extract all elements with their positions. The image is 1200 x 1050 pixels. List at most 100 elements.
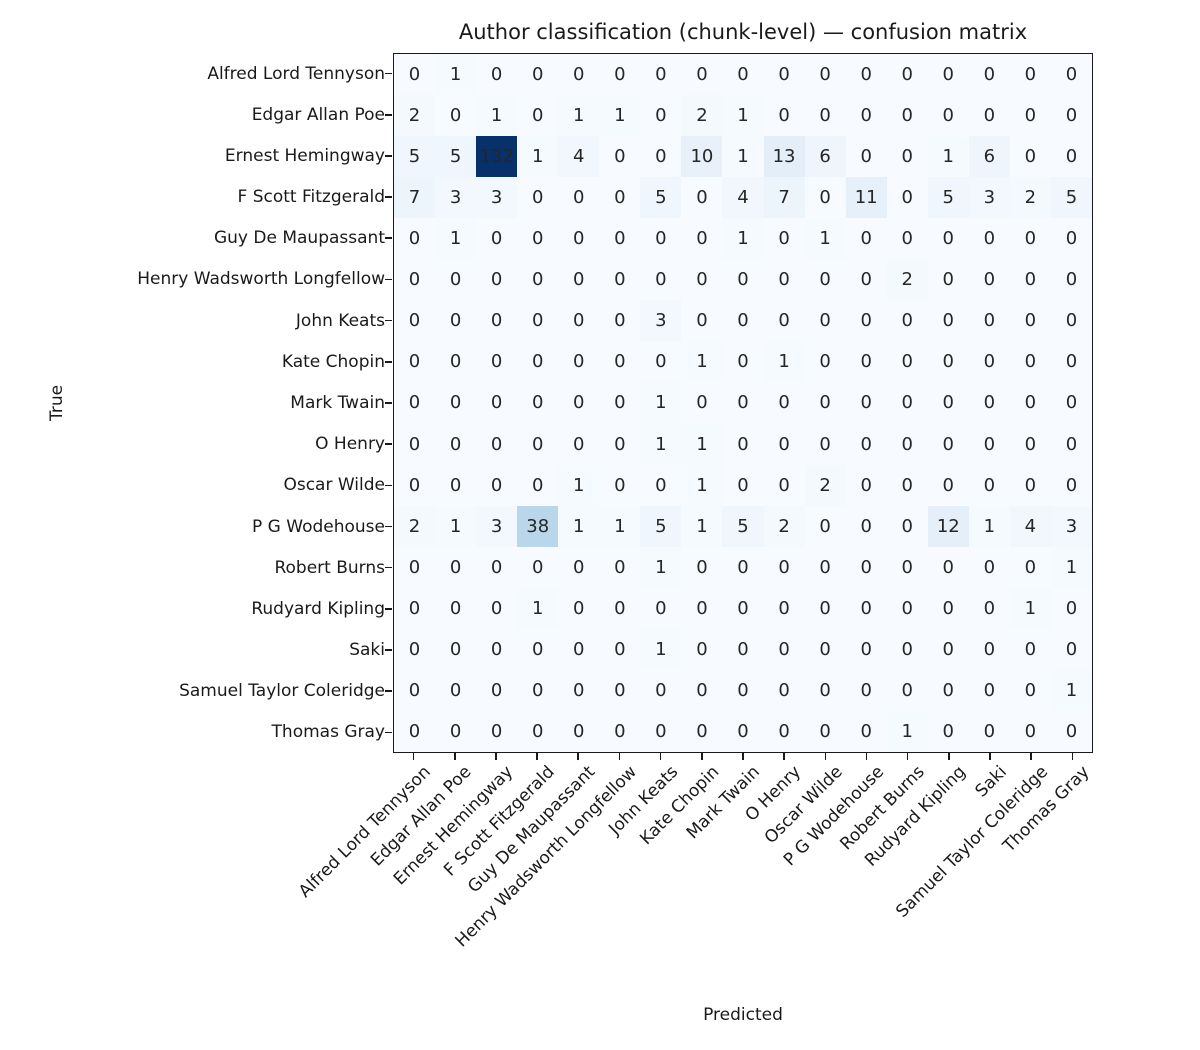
matrix-cell: 0: [517, 177, 559, 219]
matrix-cell: 2: [804, 464, 846, 506]
matrix-cell: 0: [640, 259, 682, 301]
matrix-cell: 0: [558, 710, 600, 752]
matrix-cell: 0: [1050, 710, 1092, 752]
matrix-cell: 1: [558, 95, 600, 137]
matrix-cell: 0: [558, 300, 600, 342]
matrix-cell: 0: [845, 341, 887, 383]
matrix-cell: 0: [763, 628, 805, 670]
matrix-cell: 0: [558, 669, 600, 711]
matrix-cell: 0: [681, 587, 723, 629]
matrix-cell: 0: [558, 218, 600, 260]
matrix-cell: 3: [968, 177, 1010, 219]
matrix-cell: 0: [927, 341, 969, 383]
y-tick: [385, 155, 392, 157]
matrix-cell: 0: [681, 382, 723, 424]
y-tick: [385, 361, 392, 363]
matrix-cell: 0: [394, 259, 436, 301]
matrix-cell: 0: [886, 177, 928, 219]
matrix-cell: 1: [640, 628, 682, 670]
matrix-cell: 0: [845, 546, 887, 588]
matrix-cell: 0: [476, 710, 518, 752]
matrix-cell: 12: [927, 505, 969, 547]
matrix-cell: 0: [1009, 136, 1051, 178]
matrix-cell: 0: [763, 95, 805, 137]
matrix-cell: 0: [435, 546, 477, 588]
matrix-cell: 0: [927, 464, 969, 506]
matrix-cell: 1: [435, 218, 477, 260]
x-axis-label: Predicted: [703, 1005, 783, 1025]
matrix-cell: 0: [558, 628, 600, 670]
matrix-cell: 2: [1009, 177, 1051, 219]
matrix-cell: 1: [435, 54, 477, 96]
matrix-cell: 4: [722, 177, 764, 219]
matrix-cell: 0: [394, 546, 436, 588]
y-tick-label: Henry Wadsworth Longfellow: [137, 269, 385, 290]
matrix-cell: 0: [558, 259, 600, 301]
y-tick: [385, 649, 392, 651]
y-tick-label: P G Wodehouse: [252, 516, 385, 537]
matrix-cell: 0: [763, 218, 805, 260]
matrix-cell: 0: [722, 259, 764, 301]
matrix-cell: 0: [722, 341, 764, 383]
x-tick: [824, 753, 827, 760]
matrix-cell: 4: [558, 136, 600, 178]
matrix-cell: 0: [1009, 300, 1051, 342]
matrix-cell: 1: [722, 218, 764, 260]
matrix-cell: 0: [640, 464, 682, 506]
matrix-cell: 1: [599, 95, 641, 137]
matrix-cell: 1: [1009, 587, 1051, 629]
matrix-cell: 0: [476, 546, 518, 588]
matrix-cell: 0: [435, 382, 477, 424]
matrix-cell: 1: [640, 382, 682, 424]
matrix-cell: 7: [394, 177, 436, 219]
matrix-cell: 0: [599, 218, 641, 260]
matrix-cell: 5: [435, 136, 477, 178]
y-tick-label: F Scott Fitzgerald: [237, 187, 385, 208]
matrix-cell: 0: [845, 54, 887, 96]
matrix-cell: 4: [1009, 505, 1051, 547]
matrix-cell: 0: [886, 587, 928, 629]
x-tick: [412, 753, 415, 760]
matrix-cell: 0: [599, 300, 641, 342]
matrix-cell: 5: [640, 505, 682, 547]
matrix-cell: 2: [763, 505, 805, 547]
matrix-cell: 0: [886, 218, 928, 260]
matrix-cell: 0: [968, 382, 1010, 424]
y-tick: [385, 566, 392, 569]
matrix-cell: 0: [599, 546, 641, 588]
matrix-cell: 0: [517, 54, 559, 96]
matrix-cell: 0: [845, 423, 887, 465]
matrix-cell: 0: [763, 587, 805, 629]
matrix-cell: 0: [476, 423, 518, 465]
matrix-cell: 5: [640, 177, 682, 219]
matrix-cell: 0: [886, 546, 928, 588]
matrix-cell: 0: [599, 710, 641, 752]
matrix-cell: 0: [927, 423, 969, 465]
matrix-cell: 0: [845, 382, 887, 424]
x-tick: [701, 753, 703, 760]
matrix-cell: 0: [968, 341, 1010, 383]
matrix-cell: 0: [640, 669, 682, 711]
matrix-cell: 0: [927, 669, 969, 711]
matrix-cell: 0: [1009, 259, 1051, 301]
y-tick-label: Saki: [349, 640, 385, 661]
matrix-cell: 0: [763, 423, 805, 465]
matrix-cell: 0: [927, 259, 969, 301]
matrix-cell: 0: [599, 423, 641, 465]
y-tick-label: Guy De Maupassant: [213, 228, 385, 249]
matrix-cell: 0: [968, 464, 1010, 506]
matrix-cell: 0: [763, 546, 805, 588]
matrix-cell: 0: [394, 423, 436, 465]
matrix-cell: 3: [476, 505, 518, 547]
matrix-cell: 0: [845, 300, 887, 342]
matrix-cell: 0: [722, 464, 764, 506]
matrix-cell: 0: [1009, 341, 1051, 383]
matrix-cell: 0: [804, 546, 846, 588]
matrix-cell: 0: [476, 587, 518, 629]
matrix-cell: 0: [927, 54, 969, 96]
x-tick: [865, 753, 868, 760]
matrix-cell: 0: [681, 546, 723, 588]
matrix-cell: 1: [722, 95, 764, 137]
matrix-cell: 0: [722, 669, 764, 711]
